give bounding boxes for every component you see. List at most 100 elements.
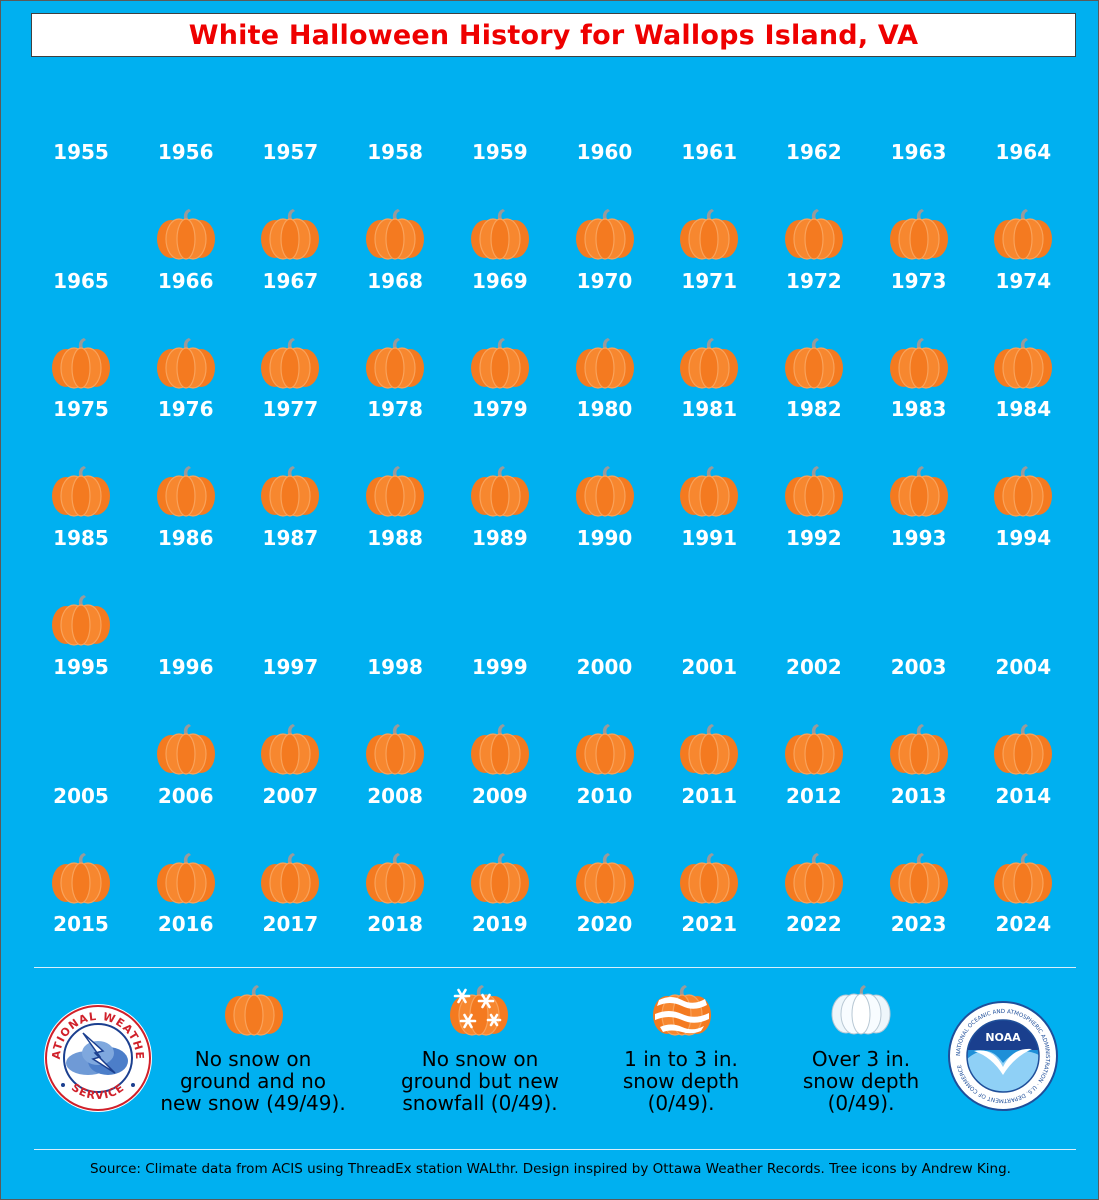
year-label-1964: 1964 <box>995 140 1052 164</box>
pumpkin-icon-1972 <box>783 337 845 389</box>
year-label-1988: 1988 <box>367 526 423 551</box>
year-label-1963: 1963 <box>890 140 947 164</box>
year-label-1970: 1970 <box>576 268 633 293</box>
year-label-1979: 1979 <box>471 397 528 422</box>
pumpkin-icon-1965 <box>50 337 112 389</box>
pumpkin-icon-2012 <box>783 852 845 904</box>
pumpkin-icon-1971 <box>678 337 740 389</box>
year-grid: 1955 1956 1957 1958 1959 1960 1961 1962 1963 1964… <box>1 1 1099 961</box>
pumpkin-icon-1956 <box>155 208 217 260</box>
year-label-1959: 1959 <box>471 140 528 164</box>
year-label-2019: 2019 <box>471 912 528 937</box>
year-label-1985: 1985 <box>53 526 109 551</box>
year-label-2001: 2001 <box>681 654 738 679</box>
pumpkin-icon-1982 <box>783 465 845 517</box>
legend-new-snowfall-label: No snow on ground but new snowfall (0/49… <box>400 1047 560 1115</box>
pumpkin-icon-1958 <box>364 208 426 260</box>
pumpkin-icon-1973 <box>888 337 950 389</box>
year-label-2002: 2002 <box>786 654 842 679</box>
pumpkin-icon-1984 <box>992 465 1054 517</box>
year-label-1957: 1957 <box>262 140 319 164</box>
pumpkin-icon-2002 <box>783 723 845 775</box>
pumpkin-icon-1969 <box>469 337 531 389</box>
legend-snowflake-pumpkin-icon <box>448 984 510 1036</box>
page-title: White Halloween History for Wallops Isla… <box>188 19 919 51</box>
year-label-1975: 1975 <box>53 397 109 422</box>
year-label-1997: 1997 <box>262 654 319 679</box>
pumpkin-icon-1979 <box>469 465 531 517</box>
pumpkin-icon-1966 <box>155 337 217 389</box>
pumpkin-icon-1975 <box>50 465 112 517</box>
pumpkin-icon-1978 <box>364 465 426 517</box>
pumpkin-icon-1974 <box>992 337 1054 389</box>
year-label-1986: 1986 <box>157 526 214 551</box>
year-label-1981: 1981 <box>681 397 738 422</box>
pumpkin-icon-1964 <box>992 208 1054 260</box>
year-label-1966: 1966 <box>157 268 214 293</box>
year-label-1955: 1955 <box>53 140 109 164</box>
svg-text:SERVICE: SERVICE <box>69 1081 127 1102</box>
year-label-1962: 1962 <box>786 140 842 164</box>
year-label-1972: 1972 <box>786 268 842 293</box>
year-label-2011: 2011 <box>681 783 738 808</box>
title-box: White Halloween History for Wallops Isla… <box>31 13 1076 57</box>
year-label-1977: 1977 <box>262 397 319 422</box>
year-label-1993: 1993 <box>890 526 947 551</box>
year-label-1998: 1998 <box>367 654 423 679</box>
pumpkin-icon-2005 <box>50 852 112 904</box>
source-note: Source: Climate data from ACIS using Thr… <box>90 1161 1011 1177</box>
pumpkin-icon-1976 <box>155 465 217 517</box>
year-label-1995: 1995 <box>53 654 109 679</box>
pumpkin-icon-1959 <box>469 208 531 260</box>
pumpkin-icon-1962 <box>783 208 845 260</box>
year-label-2005: 2005 <box>53 783 109 808</box>
year-label-2010: 2010 <box>576 783 633 808</box>
year-label-2017: 2017 <box>262 912 319 937</box>
legend-pumpkin-icon <box>223 984 285 1036</box>
pumpkin-icon-1968 <box>364 337 426 389</box>
year-label-1999: 1999 <box>471 654 528 679</box>
year-label-2018: 2018 <box>367 912 423 937</box>
pumpkin-icon-2000 <box>574 723 636 775</box>
year-label-2023: 2023 <box>890 912 947 937</box>
year-label-1973: 1973 <box>890 268 947 293</box>
pumpkin-icon-2006 <box>155 852 217 904</box>
pumpkin-icon-1967 <box>259 337 321 389</box>
year-label-2000: 2000 <box>576 654 633 679</box>
year-label-1967: 1967 <box>262 268 319 293</box>
year-label-1974: 1974 <box>995 268 1052 293</box>
pumpkin-icon-2008 <box>364 852 426 904</box>
pumpkin-icon-1998 <box>364 723 426 775</box>
year-label-2024: 2024 <box>995 912 1052 937</box>
year-label-1989: 1989 <box>471 526 528 551</box>
year-label-1996: 1996 <box>157 654 214 679</box>
pumpkin-icon-1977 <box>259 465 321 517</box>
year-label-2003: 2003 <box>890 654 947 679</box>
pumpkin-icon-1970 <box>574 337 636 389</box>
legend-white-pumpkin-icon <box>831 985 891 1035</box>
year-label-1994: 1994 <box>995 526 1052 551</box>
year-label-2007: 2007 <box>262 783 319 808</box>
divider-top <box>34 967 1076 968</box>
pumpkin-icon-2004 <box>992 723 1054 775</box>
year-label-2009: 2009 <box>471 783 528 808</box>
year-label-1987: 1987 <box>262 526 319 551</box>
year-label-1965: 1965 <box>53 268 109 293</box>
pumpkin-icon-2001 <box>678 723 740 775</box>
divider-bottom <box>34 1149 1076 1150</box>
year-label-2015: 2015 <box>53 912 109 937</box>
year-label-2014: 2014 <box>995 783 1052 808</box>
year-label-2013: 2013 <box>890 783 947 808</box>
pumpkin-icon-1957 <box>259 208 321 260</box>
pumpkin-icon-2011 <box>678 852 740 904</box>
year-label-2021: 2021 <box>681 912 738 937</box>
pumpkin-icon-1963 <box>888 208 950 260</box>
year-label-1983: 1983 <box>890 397 947 422</box>
year-label-1984: 1984 <box>995 397 1052 422</box>
pumpkin-icon-1997 <box>259 723 321 775</box>
pumpkin-icon-2003 <box>888 723 950 775</box>
year-label-2006: 2006 <box>157 783 214 808</box>
year-label-1992: 1992 <box>786 526 842 551</box>
year-label-2022: 2022 <box>786 912 842 937</box>
